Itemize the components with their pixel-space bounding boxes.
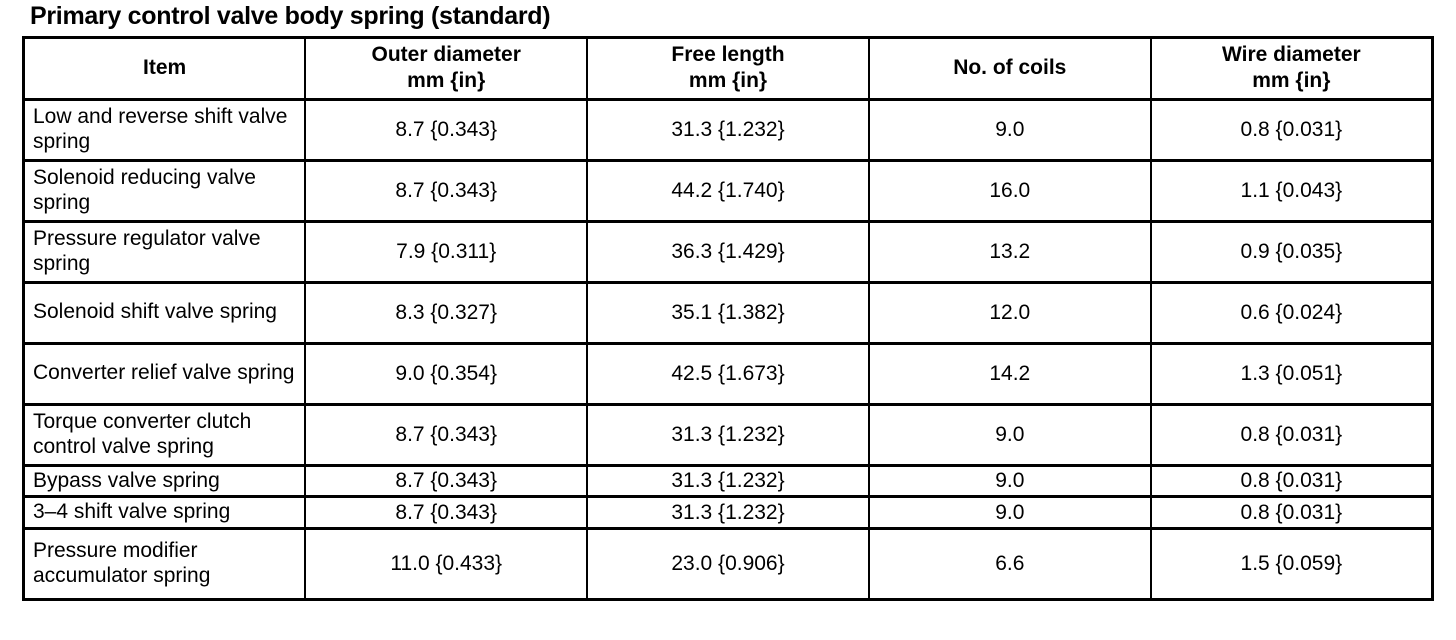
page-title: Primary control valve body spring (stand…	[30, 2, 551, 30]
cell-outer-diameter: 8.7 {0.343}	[304, 463, 589, 499]
cell-wire-diameter: 0.9 {0.035}	[1149, 219, 1434, 284]
spring-spec-table: Item Outer diameter mm {in} Free length …	[22, 36, 1434, 602]
cell-item: 3–4 shift valve spring	[22, 495, 307, 531]
table-row: Torque converter clutch control valve sp…	[22, 402, 1434, 467]
cell-free-length: 31.3 {1.232}	[586, 402, 870, 467]
cell-free-length: 36.3 {1.429}	[586, 219, 870, 284]
cell-free-length: 31.3 {1.232}	[586, 97, 870, 162]
col-header-wire-diameter-unit: mm {in}	[1252, 69, 1331, 93]
cell-free-length: 35.1 {1.382}	[586, 280, 870, 345]
table-body: Low and reverse shift valve spring 8.7 {…	[22, 97, 1434, 602]
cell-outer-diameter: 8.7 {0.343}	[304, 402, 589, 467]
col-header-outer-diameter-unit: mm {in}	[407, 69, 486, 93]
cell-no-of-coils: 12.0	[867, 280, 1152, 345]
cell-item: Solenoid reducing valve spring	[22, 158, 307, 223]
col-header-item: Item	[22, 36, 307, 101]
header-row: Item Outer diameter mm {in} Free length …	[22, 36, 1434, 101]
col-header-no-of-coils: No. of coils	[867, 36, 1152, 101]
cell-outer-diameter: 8.7 {0.343}	[304, 158, 589, 223]
cell-wire-diameter: 0.8 {0.031}	[1149, 97, 1434, 162]
col-header-item-title: Item	[143, 56, 187, 80]
cell-free-length: 31.3 {1.232}	[586, 495, 870, 531]
col-header-free-length-title: Free length	[671, 43, 785, 66]
cell-free-length: 23.0 {0.906}	[586, 527, 870, 602]
cell-no-of-coils: 9.0	[867, 463, 1152, 499]
cell-outer-diameter: 7.9 {0.311}	[304, 219, 589, 284]
table-row: Converter relief valve spring 9.0 {0.354…	[22, 341, 1434, 406]
col-header-outer-diameter-title: Outer diameter	[371, 43, 521, 66]
col-header-outer-diameter: Outer diameter mm {in}	[304, 36, 589, 101]
cell-wire-diameter: 1.3 {0.051}	[1149, 341, 1434, 406]
cell-no-of-coils: 14.2	[867, 341, 1152, 406]
cell-free-length: 42.5 {1.673}	[586, 341, 870, 406]
cell-no-of-coils: 9.0	[867, 97, 1152, 162]
col-header-wire-diameter-title: Wire diameter	[1221, 43, 1361, 66]
cell-no-of-coils: 13.2	[867, 219, 1152, 284]
table-row: Pressure modifier accumulator spring 11.…	[22, 527, 1434, 602]
cell-item: Solenoid shift valve spring	[22, 280, 307, 345]
cell-item: Bypass valve spring	[22, 463, 307, 499]
col-header-free-length-unit: mm {in}	[688, 69, 768, 93]
table-row: Low and reverse shift valve spring 8.7 {…	[22, 97, 1434, 162]
cell-wire-diameter: 0.8 {0.031}	[1149, 402, 1434, 467]
cell-outer-diameter: 11.0 {0.433}	[304, 527, 589, 602]
table-row: 3–4 shift valve spring 8.7 {0.343} 31.3 …	[22, 495, 1434, 531]
cell-no-of-coils: 6.6	[867, 527, 1152, 602]
col-header-free-length: Free length mm {in}	[586, 36, 870, 101]
cell-wire-diameter: 0.8 {0.031}	[1149, 463, 1434, 499]
cell-wire-diameter: 1.5 {0.059}	[1149, 527, 1434, 602]
table-row: Pressure regulator valve spring 7.9 {0.3…	[22, 219, 1434, 284]
table-header: Item Outer diameter mm {in} Free length …	[22, 36, 1434, 101]
cell-item: Pressure regulator valve spring	[22, 219, 307, 284]
cell-item: Torque converter clutch control valve sp…	[22, 402, 307, 467]
cell-item: Pressure modifier accumulator spring	[22, 527, 307, 602]
cell-free-length: 31.3 {1.232}	[586, 463, 870, 499]
cell-wire-diameter: 1.1 {0.043}	[1149, 158, 1434, 223]
cell-outer-diameter: 8.3 {0.327}	[304, 280, 589, 345]
cell-no-of-coils: 16.0	[867, 158, 1152, 223]
cell-no-of-coils: 9.0	[867, 402, 1152, 467]
cell-outer-diameter: 8.7 {0.343}	[304, 97, 589, 162]
cell-outer-diameter: 9.0 {0.354}	[304, 341, 589, 406]
table-row: Bypass valve spring 8.7 {0.343} 31.3 {1.…	[22, 463, 1434, 499]
col-header-no-of-coils-title: No. of coils	[953, 56, 1067, 80]
table-row: Solenoid reducing valve spring 8.7 {0.34…	[22, 158, 1434, 223]
cell-no-of-coils: 9.0	[867, 495, 1152, 531]
cell-item: Converter relief valve spring	[22, 341, 307, 406]
cell-wire-diameter: 0.6 {0.024}	[1149, 280, 1434, 345]
cell-wire-diameter: 0.8 {0.031}	[1149, 495, 1434, 531]
col-header-wire-diameter: Wire diameter mm {in}	[1149, 36, 1434, 101]
cell-item: Low and reverse shift valve spring	[22, 97, 307, 162]
cell-outer-diameter: 8.7 {0.343}	[304, 495, 589, 531]
cell-free-length: 44.2 {1.740}	[586, 158, 870, 223]
table-row: Solenoid shift valve spring 8.3 {0.327} …	[22, 280, 1434, 345]
